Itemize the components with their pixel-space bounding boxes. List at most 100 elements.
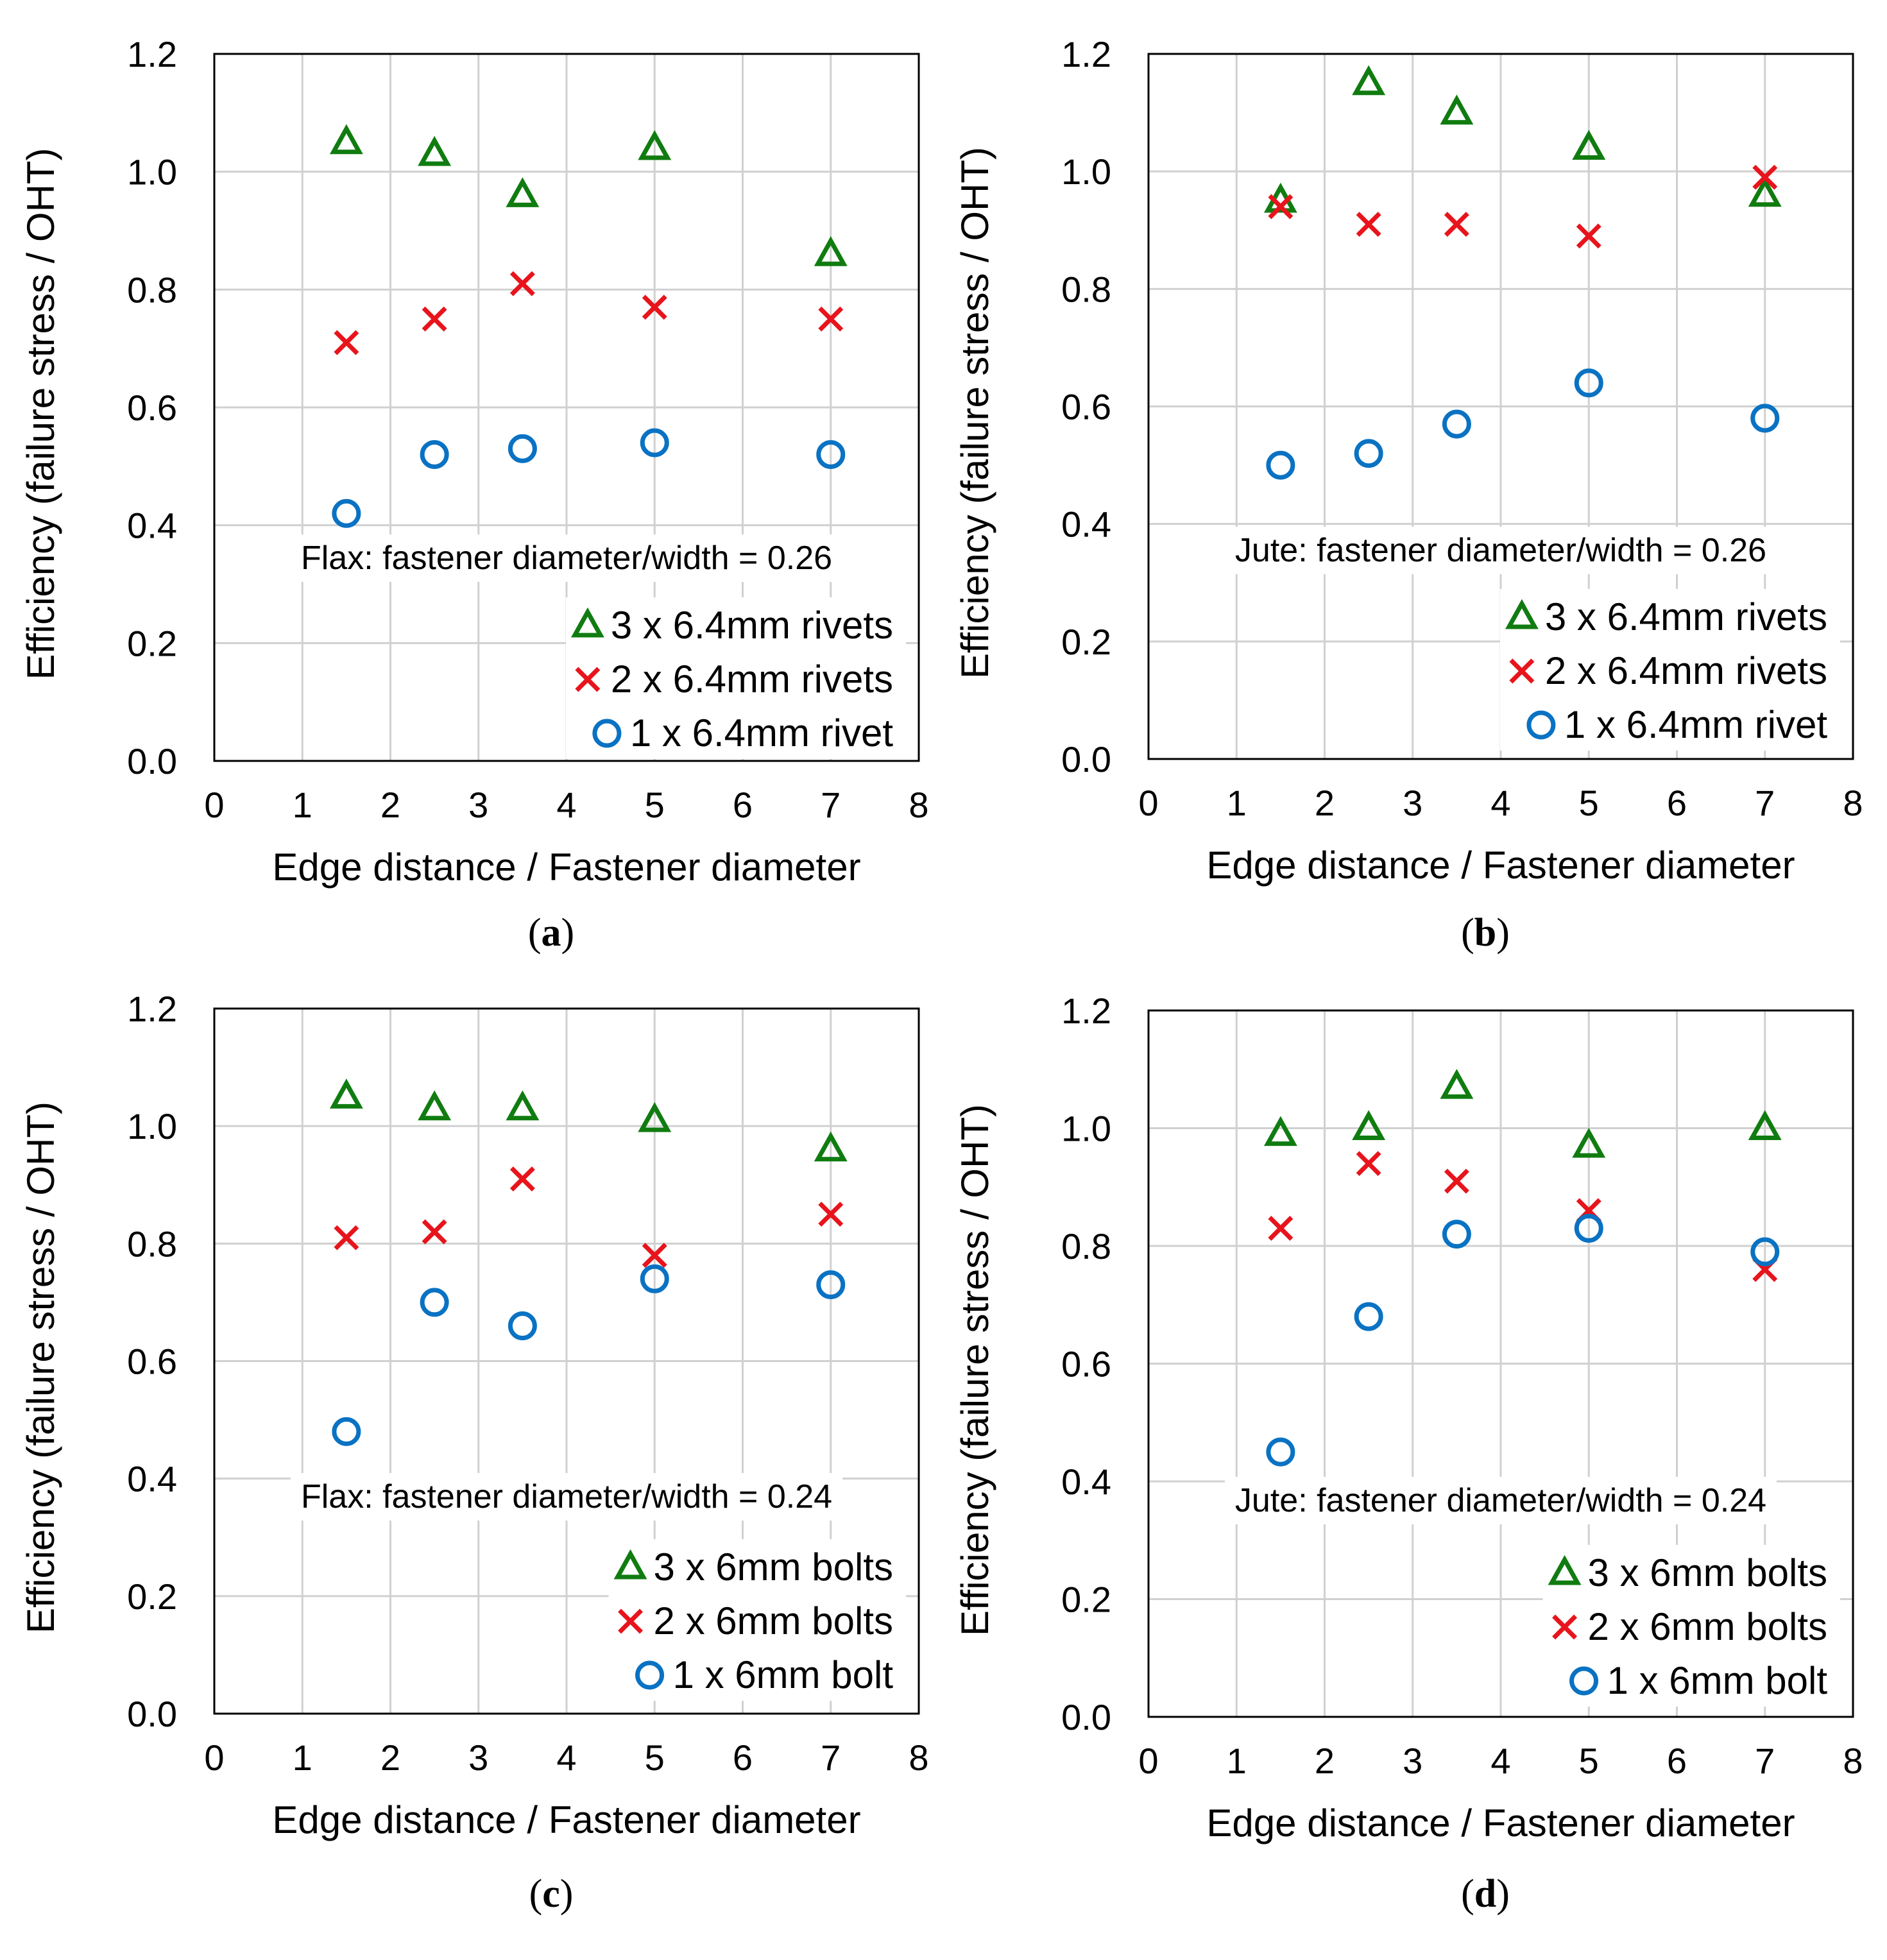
series-circle [332, 1264, 846, 1446]
x-axis-title: Edge distance / Fastener diameter [272, 846, 860, 889]
x-tick-label: 5 [645, 1737, 665, 1778]
legend-background [565, 597, 906, 759]
legend-marker [1552, 1614, 1578, 1640]
x-tick-label: 2 [380, 785, 400, 825]
legend: 3 x 6.4mm rivets 2 x 6.4mm rivets 1 x 6.4m… [1499, 589, 1840, 751]
y-tick-label: 0.4 [127, 1459, 177, 1499]
y-tick-label: 0.6 [127, 1342, 177, 1382]
x-tick-label: 6 [1667, 783, 1687, 823]
legend-background [1499, 589, 1840, 751]
series-triangle [329, 1078, 848, 1162]
x-tick-label: 8 [909, 785, 928, 825]
data-point-cross [422, 306, 447, 332]
legend-marker [1569, 1666, 1599, 1696]
x-tick-label: 4 [556, 785, 576, 825]
data-point-circle [1266, 450, 1295, 480]
series-circle [332, 428, 846, 528]
y-tick-label: 1.0 [1061, 1109, 1111, 1149]
legend: 3 x 6mm bolts 2 x 6mm bolts 1 x 6mm bolt [608, 1539, 906, 1701]
gridlines [213, 53, 920, 762]
data-point-circle [1750, 404, 1780, 433]
legend-label: 1 x 6mm bolt [1607, 1659, 1828, 1702]
legend-label: 2 x 6.4mm rivets [611, 658, 893, 701]
x-tick-label: 4 [1490, 783, 1510, 823]
data-point-triangle [1352, 1110, 1386, 1140]
data-point-cross [642, 1243, 667, 1268]
data-point-triangle [1263, 1116, 1297, 1146]
plot-frame [213, 1007, 920, 1715]
data-point-cross [422, 1219, 447, 1245]
data-point-cross [334, 330, 359, 355]
data-point-circle [332, 499, 361, 528]
series-cross [1268, 164, 1778, 249]
y-tick-label: 0.8 [127, 1223, 177, 1264]
data-point-cross [1268, 194, 1294, 219]
x-tick-label: 6 [1667, 1741, 1687, 1781]
series-triangle [1263, 65, 1782, 213]
plot-frame [1147, 53, 1854, 760]
data-point-circle [1266, 1437, 1295, 1467]
data-point-triangle [1440, 94, 1474, 125]
x-tick-label: 0 [1138, 783, 1158, 823]
data-point-circle [420, 1288, 449, 1317]
y-tick-label: 1.2 [127, 989, 177, 1029]
legend: 3 x 6mm bolts 2 x 6mm bolts 1 x 6mm bolt [1542, 1545, 1840, 1707]
data-point-triangle [1572, 1127, 1606, 1158]
y-tick-label: 1.0 [127, 152, 177, 192]
legend-label: 1 x 6mm bolt [673, 1653, 894, 1696]
legend-label: 3 x 6.4mm rivets [611, 604, 893, 647]
panel-caption: (a) [528, 911, 574, 955]
data-point-cross [509, 1166, 535, 1192]
y-tick-label: 1.2 [1061, 991, 1111, 1031]
data-point-circle [640, 428, 669, 457]
data-point-triangle [418, 1090, 452, 1121]
x-tick-label: 2 [380, 1737, 400, 1778]
x-tick-label: 1 [293, 785, 312, 825]
data-point-circle [640, 1264, 669, 1293]
panel-caption: (d) [1461, 1872, 1510, 1916]
x-tick-label: 4 [1490, 1741, 1510, 1781]
x-tick-label: 1 [293, 1737, 312, 1778]
y-tick-label: 0.6 [1061, 1344, 1111, 1385]
chart-b: 0 1 2 3 4 5 6 7 8 0.0 0.2 0.4 0.6 0.8 1.0 1.2 Edge dista… [953, 34, 1863, 955]
data-point-triangle [1748, 176, 1782, 207]
data-point-triangle [506, 177, 540, 207]
data-point-triangle [1748, 1110, 1782, 1140]
y-tick-label: 0.0 [1061, 739, 1111, 780]
data-point-cross [334, 1225, 359, 1250]
x-axis-title: Edge distance / Fastener diameter [1206, 844, 1795, 887]
data-point-cross [1444, 212, 1469, 237]
y-tick-label: 0.2 [127, 623, 177, 663]
series-triangle [329, 124, 848, 266]
chart-d: 0 1 2 3 4 5 6 7 8 0.0 0.2 0.4 0.6 0.8 1.0 1.2 Edge dista… [953, 991, 1863, 1916]
x-tick-label: 7 [821, 1737, 841, 1778]
legend-marker [592, 719, 622, 748]
panel-annotation: Flax: fastener diameter/width = 0.26 [301, 540, 832, 577]
annotation-background [1224, 527, 1777, 574]
x-tick-label: 3 [468, 1737, 488, 1778]
panel-annotation: Jute: fastener diameter/width = 0.26 [1235, 532, 1766, 569]
y-tick-label: 0.8 [1061, 1226, 1111, 1266]
chart-a: 0 1 2 3 4 5 6 7 8 0.0 0.2 0.4 0.6 0.8 1.0 1.2 Edge dista… [19, 34, 929, 955]
panel-caption: (b) [1461, 911, 1510, 955]
data-point-circle [420, 439, 449, 469]
series-circle [1266, 1213, 1780, 1467]
x-tick-label: 3 [1403, 783, 1422, 823]
x-tick-label: 5 [645, 785, 665, 825]
legend-marker [613, 1549, 647, 1580]
y-tick-label: 1.2 [1061, 34, 1111, 74]
data-point-cross [1752, 164, 1778, 190]
legend-marker [1509, 658, 1535, 684]
y-tick-label: 0.4 [1061, 1461, 1111, 1502]
y-tick-label: 1.0 [127, 1106, 177, 1146]
data-point-circle [1442, 1220, 1471, 1249]
y-tick-label: 0.8 [127, 269, 177, 310]
y-tick-label: 0.0 [127, 1694, 177, 1734]
legend-label: 1 x 6.4mm rivet [630, 712, 893, 754]
annotation-background [290, 534, 843, 582]
data-point-triangle [814, 1131, 848, 1162]
data-point-circle [1442, 409, 1471, 439]
x-tick-label: 6 [733, 1737, 753, 1778]
legend-label: 3 x 6.4mm rivets [1545, 595, 1827, 638]
y-axis-title: Efficiency (failure stress / OHT) [953, 147, 996, 679]
